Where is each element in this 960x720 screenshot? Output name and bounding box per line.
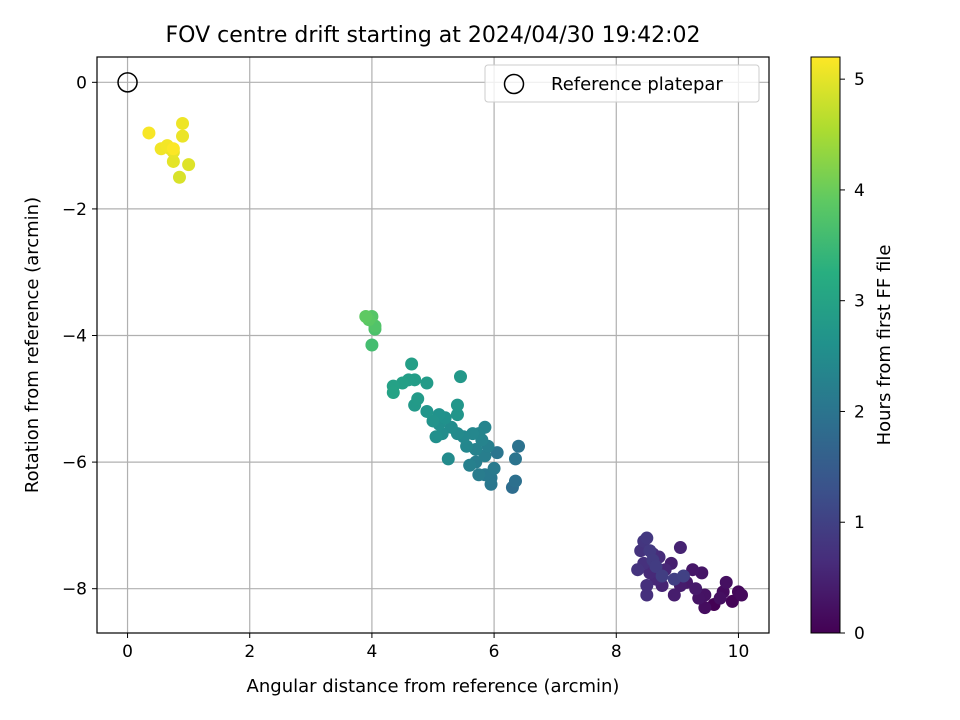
legend-reference-marker-icon bbox=[503, 73, 525, 95]
data-point bbox=[719, 575, 733, 589]
colorbar-gradient bbox=[810, 56, 841, 634]
data-point bbox=[166, 142, 180, 156]
legend-box bbox=[484, 64, 760, 103]
data-point bbox=[487, 461, 501, 475]
x-tick-label: 10 bbox=[728, 642, 750, 662]
colorbar-tick-label: 4 bbox=[854, 181, 865, 201]
data-point bbox=[698, 601, 712, 615]
data-point bbox=[713, 591, 727, 605]
data-point bbox=[426, 414, 440, 428]
data-point bbox=[176, 116, 190, 130]
data-point bbox=[640, 588, 654, 602]
data-point bbox=[512, 439, 526, 453]
data-point bbox=[689, 582, 703, 596]
y-tick-label: −6 bbox=[62, 453, 87, 473]
data-point bbox=[411, 392, 425, 406]
data-points bbox=[142, 116, 749, 615]
data-point bbox=[386, 385, 400, 399]
data-point bbox=[686, 563, 700, 577]
y-tick-label: −2 bbox=[62, 200, 87, 220]
x-axis-label: Angular distance from reference (arcmin) bbox=[247, 676, 620, 697]
x-tick-label: 8 bbox=[611, 642, 622, 662]
colorbar-tick-label: 5 bbox=[854, 70, 865, 90]
data-point bbox=[176, 129, 190, 143]
data-point bbox=[166, 154, 180, 168]
legend-reference-label: Reference platepar bbox=[551, 74, 723, 95]
data-point bbox=[450, 398, 464, 412]
data-point bbox=[655, 569, 669, 583]
data-point bbox=[667, 588, 681, 602]
y-axis-label: Rotation from reference (arcmin) bbox=[22, 197, 43, 493]
data-point bbox=[631, 563, 645, 577]
x-tick-label: 0 bbox=[122, 642, 133, 662]
data-point bbox=[649, 560, 663, 574]
colorbar-tick-label: 1 bbox=[854, 513, 865, 533]
data-point bbox=[490, 446, 504, 460]
reference-platepar-marker bbox=[117, 72, 138, 93]
x-axis-ticks: 0 2 4 6 8 10 bbox=[122, 633, 749, 662]
data-point bbox=[453, 370, 467, 384]
grid-lines bbox=[97, 57, 769, 633]
colorbar-tick-label: 3 bbox=[854, 292, 865, 312]
y-tick-label: −4 bbox=[62, 327, 87, 347]
data-point bbox=[640, 531, 654, 545]
data-point bbox=[450, 408, 464, 422]
colorbar: 0 1 2 3 4 5 Hours from first FF file bbox=[810, 56, 895, 644]
data-point bbox=[405, 357, 419, 371]
reference-marker-group bbox=[117, 72, 138, 93]
x-tick-label: 4 bbox=[366, 642, 377, 662]
data-point bbox=[508, 474, 522, 488]
data-point bbox=[673, 541, 687, 555]
data-point bbox=[725, 594, 739, 608]
data-point bbox=[463, 458, 477, 472]
y-tick-label: −8 bbox=[62, 580, 87, 600]
data-point bbox=[472, 468, 486, 482]
data-point bbox=[365, 338, 379, 352]
data-point bbox=[444, 420, 458, 434]
colorbar-label: Hours from first FF file bbox=[874, 245, 895, 446]
legend: Reference platepar bbox=[484, 64, 760, 103]
x-tick-label: 2 bbox=[244, 642, 255, 662]
data-point bbox=[429, 430, 443, 444]
plot-area-frame bbox=[96, 56, 770, 634]
colorbar-tick-label: 2 bbox=[854, 402, 865, 422]
x-tick-label: 6 bbox=[489, 642, 500, 662]
data-point bbox=[172, 170, 186, 184]
y-tick-label: 0 bbox=[76, 73, 87, 93]
data-point bbox=[441, 452, 455, 466]
data-point bbox=[359, 310, 373, 324]
y-axis-ticks: 0 −2 −4 −6 −8 bbox=[62, 73, 97, 600]
data-point bbox=[676, 569, 690, 583]
data-point bbox=[182, 158, 196, 172]
data-point bbox=[142, 126, 156, 140]
data-point bbox=[508, 452, 522, 466]
colorbar-ticks: 0 1 2 3 4 5 bbox=[840, 70, 865, 644]
chart-title: FOV centre drift starting at 2024/04/30 … bbox=[166, 23, 701, 48]
data-point bbox=[640, 579, 654, 593]
colorbar-tick-label: 0 bbox=[854, 624, 865, 644]
data-point bbox=[420, 404, 434, 418]
data-point bbox=[735, 588, 749, 602]
data-point bbox=[420, 376, 434, 390]
